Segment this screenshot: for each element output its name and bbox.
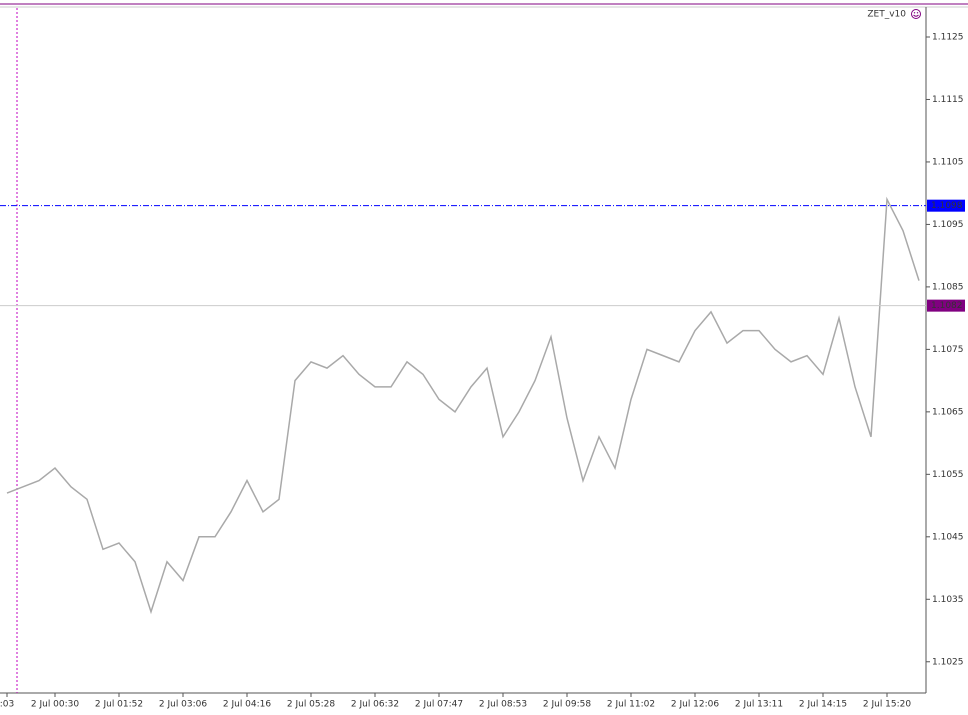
y-tick-label: 1.1035 — [932, 595, 964, 605]
x-tick-label: 2 Jul 15:20 — [863, 700, 912, 710]
y-tick-label: 1.1025 — [932, 657, 964, 667]
x-tick-label: 2 Jul 08:53 — [479, 700, 527, 710]
x-tick-label: 2 Jul 12:06 — [671, 700, 720, 710]
y-tick-label: 1.1045 — [932, 532, 964, 542]
price-level-label: 1.1082 — [931, 301, 963, 311]
x-tick-label: 2 Jul 05:28 — [287, 700, 336, 710]
y-tick-label: 1.1115 — [932, 95, 964, 105]
x-tick-label: 2 Jul 13:11 — [735, 700, 783, 710]
y-tick-label: 1.1095 — [932, 220, 964, 230]
x-tick-label: 2 Jul 01:52 — [95, 700, 143, 710]
y-tick-label: 1.1065 — [932, 407, 964, 417]
y-tick-label: 1.1085 — [932, 282, 964, 292]
x-tick-label: 2 Jul 07:47 — [415, 700, 463, 710]
y-tick-label: 1.1105 — [932, 157, 964, 167]
x-tick-label: 2 Jul 14:15 — [799, 700, 847, 710]
price-level-label: 1.1098 — [931, 201, 963, 211]
price-level-box — [927, 199, 965, 212]
price-line — [6, 196, 920, 615]
price-level-box — [927, 299, 965, 312]
smiley-icon — [911, 9, 921, 19]
x-tick-label: 2 Jul 04:16 — [223, 700, 272, 710]
x-tick-label: 2 Jul 09:58 — [543, 700, 592, 710]
chart-title: ZET_v10 — [867, 10, 906, 20]
y-tick-label: 1.1125 — [932, 32, 964, 42]
x-tick-label: 2 Jul 03:06 — [159, 700, 208, 710]
x-tick-label: 2 Jul 06:32 — [351, 700, 399, 710]
x-tick-label: :03 — [0, 700, 14, 710]
y-tick-label: 1.1075 — [932, 345, 964, 355]
x-tick-label: 2 Jul 11:02 — [607, 700, 655, 710]
y-tick-label: 1.1055 — [932, 470, 964, 480]
x-tick-label: 2 Jul 00:30 — [31, 700, 80, 710]
